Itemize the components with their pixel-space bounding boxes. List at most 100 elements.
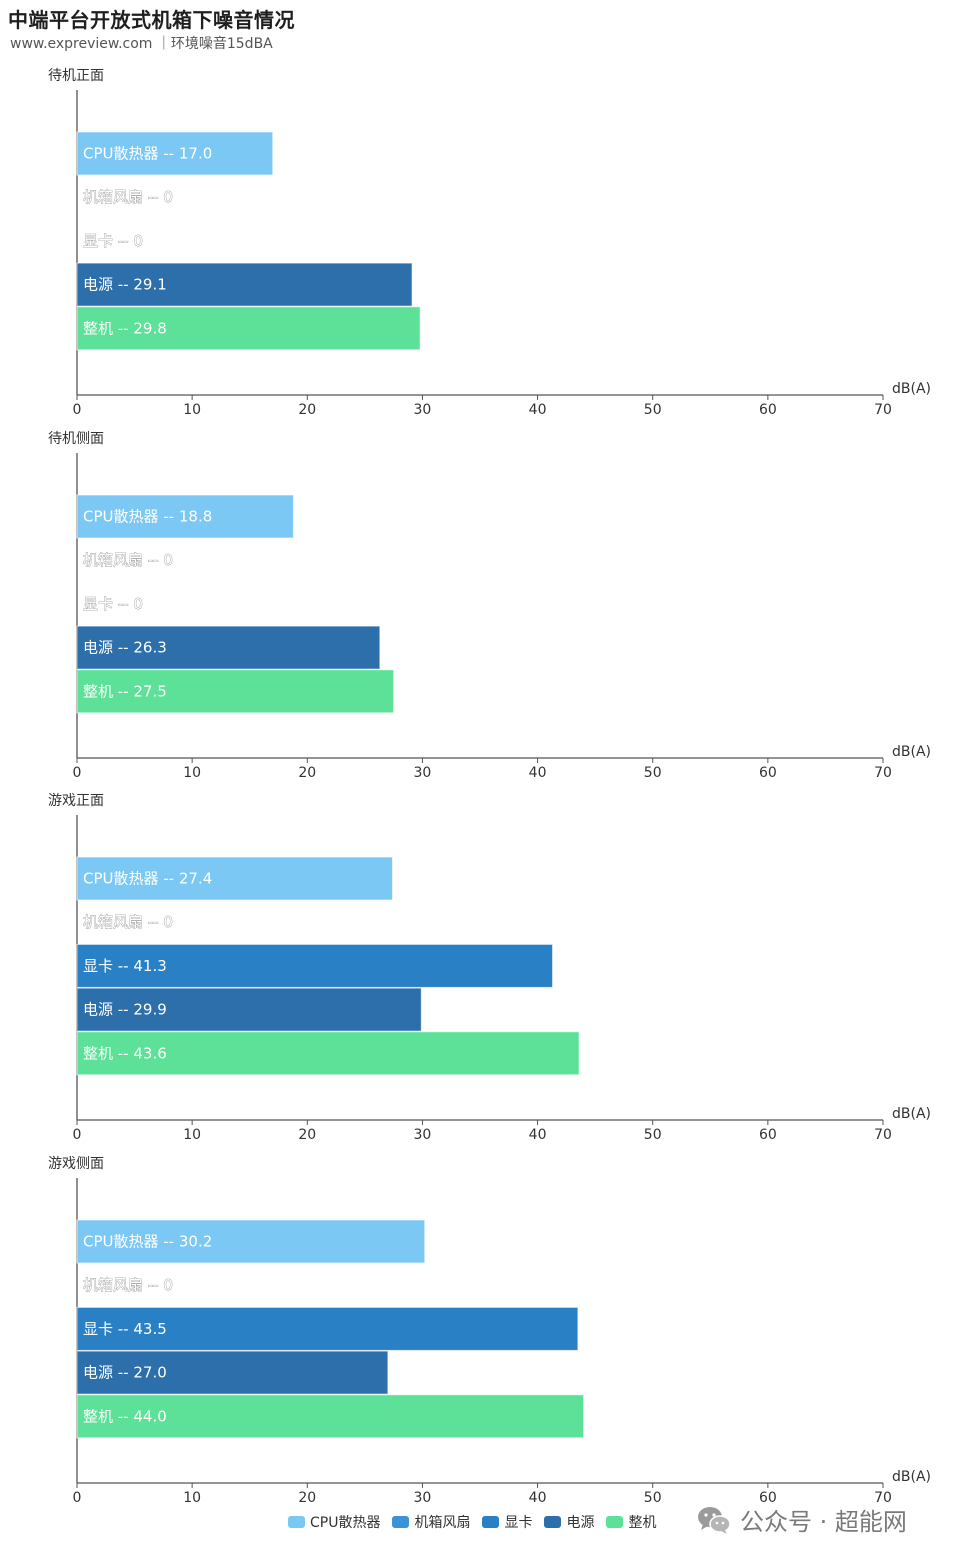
x-tick-label: 60 xyxy=(759,1490,777,1506)
x-axis-label: dB(A) xyxy=(892,381,931,397)
x-tick-label: 50 xyxy=(644,765,662,781)
x-tick-label: 0 xyxy=(73,1490,82,1506)
chart-subtitle: www.expreview.com ｜环境噪音15dBA xyxy=(10,36,273,52)
bar xyxy=(76,1031,580,1076)
bar-data-label: CPU散热器 -- 18.8 xyxy=(83,508,212,526)
x-tick-label: 20 xyxy=(298,1490,316,1506)
bar xyxy=(76,1394,585,1439)
bar-data-label: CPU散热器 -- 27.4 xyxy=(83,870,212,888)
bar xyxy=(76,494,294,539)
x-axis-label: dB(A) xyxy=(892,1469,931,1485)
bar xyxy=(76,943,554,988)
bar-data-label: 电源 -- 29.1 xyxy=(83,276,167,294)
x-tick-label: 70 xyxy=(874,765,892,781)
bar-data-label: CPU散热器 -- 30.2 xyxy=(83,1233,212,1251)
x-tick-label: 70 xyxy=(874,1490,892,1506)
bar xyxy=(76,131,274,176)
legend-label: 整机 xyxy=(628,1515,657,1531)
bar xyxy=(76,669,395,714)
bar-data-label: 整机 -- 27.5 xyxy=(83,682,167,700)
legend-swatch xyxy=(482,1516,500,1528)
bar-data-label: 电源 -- 29.9 xyxy=(83,1001,167,1019)
legend-label: 电源 xyxy=(566,1515,595,1531)
x-tick-label: 50 xyxy=(644,1490,662,1506)
bar xyxy=(76,1219,426,1264)
bar-data-label: 整机 -- 43.6 xyxy=(83,1044,167,1062)
bar xyxy=(76,262,413,307)
x-tick-label: 40 xyxy=(529,1127,547,1143)
x-tick-label: 20 xyxy=(298,765,316,781)
x-tick-label: 60 xyxy=(759,1127,777,1143)
bar xyxy=(76,856,393,901)
x-tick-label: 60 xyxy=(759,765,777,781)
x-tick-label: 50 xyxy=(644,402,662,418)
watermark: 公众号 · 超能网 xyxy=(696,1502,907,1537)
bar xyxy=(76,625,381,670)
panel-title: 待机正面 xyxy=(48,68,104,84)
x-tick-label: 0 xyxy=(73,402,82,418)
panel-title: 待机侧面 xyxy=(48,431,104,447)
bar-data-label: CPU散热器 -- 17.0 xyxy=(83,145,212,163)
legend-label: 机箱风扇 xyxy=(414,1515,471,1531)
bar-data-label: 机箱风扇 -- 0 xyxy=(83,188,173,206)
legend-label: CPU散热器 xyxy=(310,1515,381,1531)
wechat-icon xyxy=(698,1506,731,1534)
bar-data-label: 显卡 -- 43.5 xyxy=(83,1320,167,1338)
legend: CPU散热器 机箱风扇 显卡 电源 整机 xyxy=(288,1512,668,1532)
x-tick-label: 0 xyxy=(73,765,82,781)
x-axis-label: dB(A) xyxy=(892,1106,931,1122)
x-tick-label: 30 xyxy=(414,765,432,781)
bar xyxy=(76,1306,579,1351)
panel-title: 游戏正面 xyxy=(48,793,104,809)
bar-data-label: 机箱风扇 -- 0 xyxy=(83,1276,173,1294)
bar-data-label: 机箱风扇 -- 0 xyxy=(83,913,173,931)
bar-data-label: 电源 -- 26.3 xyxy=(83,639,167,657)
legend-item[interactable]: 显卡 xyxy=(482,1512,532,1532)
panel-title: 游戏侧面 xyxy=(48,1156,104,1172)
x-tick-label: 30 xyxy=(414,1490,432,1506)
bar-data-label: 整机 -- 29.8 xyxy=(83,319,167,337)
x-tick-label: 10 xyxy=(183,402,201,418)
x-tick-label: 60 xyxy=(759,402,777,418)
legend-item[interactable]: 电源 xyxy=(544,1512,594,1532)
x-axis-label: dB(A) xyxy=(892,744,931,760)
bar-data-label: 整机 -- 44.0 xyxy=(83,1407,167,1425)
bar-data-label: 显卡 -- 0 xyxy=(83,232,143,250)
legend-swatch xyxy=(606,1516,624,1528)
x-tick-label: 20 xyxy=(298,402,316,418)
bar-data-label: 电源 -- 27.0 xyxy=(83,1364,167,1382)
x-tick-label: 30 xyxy=(414,402,432,418)
bar xyxy=(76,1350,389,1395)
x-tick-label: 70 xyxy=(874,402,892,418)
x-tick-label: 10 xyxy=(183,765,201,781)
x-tick-label: 20 xyxy=(298,1127,316,1143)
legend-item[interactable]: 整机 xyxy=(606,1512,656,1532)
x-tick-label: 10 xyxy=(183,1490,201,1506)
legend-label: 显卡 xyxy=(504,1515,533,1531)
legend-item[interactable]: CPU散热器 xyxy=(288,1512,380,1532)
x-tick-label: 50 xyxy=(644,1127,662,1143)
x-tick-label: 10 xyxy=(183,1127,201,1143)
legend-swatch xyxy=(288,1516,305,1528)
legend-swatch xyxy=(392,1516,410,1528)
x-tick-label: 40 xyxy=(529,1490,547,1506)
bar-data-label: 机箱风扇 -- 0 xyxy=(83,551,173,569)
x-tick-label: 70 xyxy=(874,1127,892,1143)
x-tick-label: 30 xyxy=(414,1127,432,1143)
x-tick-label: 40 xyxy=(529,402,547,418)
chart-title: 中端平台开放式机箱下噪音情况 xyxy=(8,8,295,32)
bar xyxy=(76,306,421,351)
bar-data-label: 显卡 -- 0 xyxy=(83,595,143,613)
bar xyxy=(76,987,422,1032)
watermark-text: 公众号 · 超能网 xyxy=(740,1508,907,1536)
legend-swatch xyxy=(544,1516,562,1528)
legend-item[interactable]: 机箱风扇 xyxy=(392,1512,470,1532)
bar-data-label: 显卡 -- 41.3 xyxy=(83,957,167,975)
x-tick-label: 40 xyxy=(529,765,547,781)
x-tick-label: 0 xyxy=(73,1127,82,1143)
